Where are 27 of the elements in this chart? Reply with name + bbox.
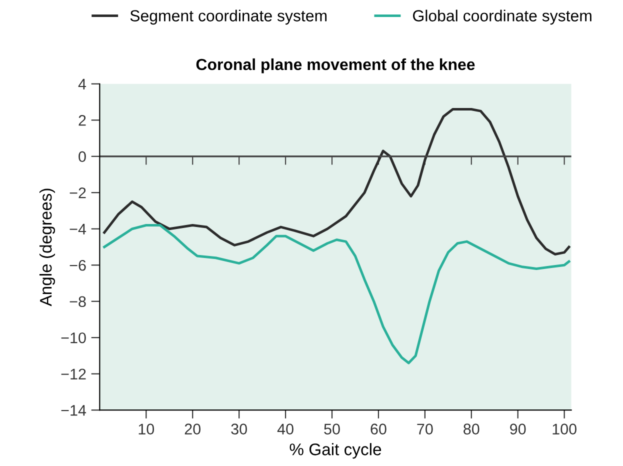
x-tick-label: 100 bbox=[552, 424, 576, 434]
y-tick-label: 0 bbox=[78, 151, 86, 162]
legend-label: Segment coordinate system bbox=[130, 10, 327, 25]
y-tick-label: 2 bbox=[78, 114, 86, 126]
x-tick-label: 30 bbox=[231, 424, 247, 434]
x-axis-title: % Gait cycle bbox=[290, 443, 382, 459]
y-tick-label: 4 bbox=[78, 78, 86, 90]
x-tick-label: 70 bbox=[417, 424, 433, 434]
x-tick-label: 90 bbox=[510, 424, 526, 434]
y-tick-label: −12 bbox=[61, 368, 86, 380]
y-tick-label: −8 bbox=[70, 296, 86, 308]
y-tick-label: −2 bbox=[70, 187, 86, 198]
x-tick-label: 20 bbox=[184, 424, 201, 434]
legend-label: Global coordinate system bbox=[413, 10, 592, 25]
y-axis-title: Angle (degrees) bbox=[39, 188, 56, 306]
y-tick-label: −14 bbox=[61, 405, 86, 416]
x-tick-label: 80 bbox=[464, 424, 480, 434]
y-tick-label: −4 bbox=[70, 224, 86, 234]
x-tick-label: 10 bbox=[138, 424, 154, 434]
line-series bbox=[103, 224, 570, 364]
x-tick-label: 50 bbox=[324, 424, 340, 434]
y-tick-label: −6 bbox=[70, 260, 86, 271]
line-series bbox=[103, 108, 570, 256]
chart-title: Coronal plane movement of the knee bbox=[196, 58, 475, 74]
x-tick-label: 60 bbox=[370, 424, 386, 434]
y-tick-label: −10 bbox=[61, 332, 86, 344]
x-tick-label: 40 bbox=[277, 424, 294, 434]
